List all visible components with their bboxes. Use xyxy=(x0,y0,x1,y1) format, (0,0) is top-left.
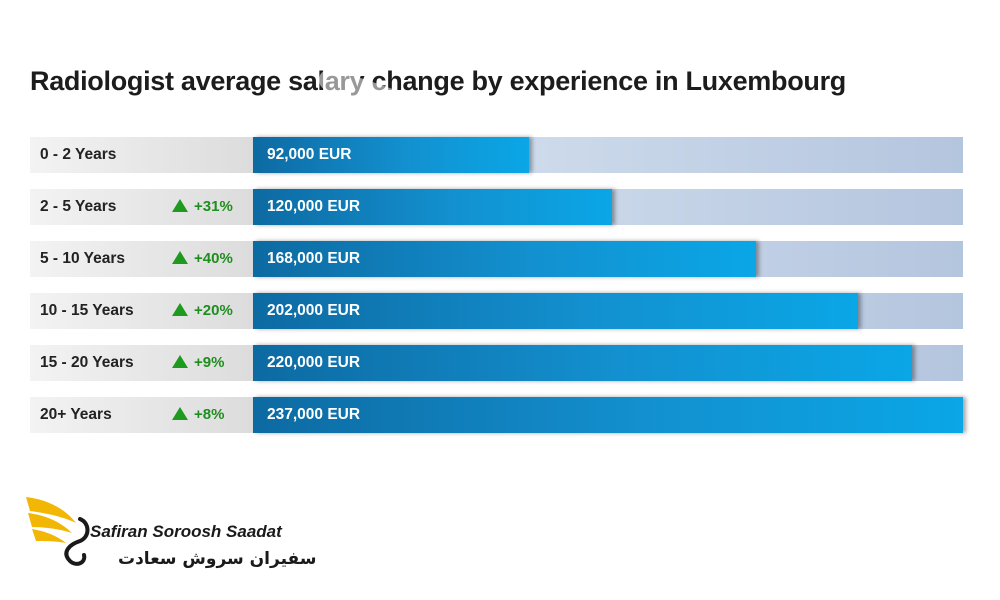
category-label: 5 - 10 Years xyxy=(40,250,126,267)
bar-track: 237,000 EUR xyxy=(253,397,963,433)
change-indicator: +31% xyxy=(172,189,233,225)
company-logo: Safiran Soroosh Saadat سفیران سروش سعادت xyxy=(24,493,324,578)
change-label: +20% xyxy=(194,302,233,319)
category-label: 20+ Years xyxy=(40,406,112,423)
bar-track: 202,000 EUR xyxy=(253,293,963,329)
value-label: 168,000 EUR xyxy=(267,250,361,267)
value-label: 120,000 EUR xyxy=(267,198,361,215)
change-label: +31% xyxy=(194,198,233,215)
bar-track: 92,000 EUR xyxy=(253,137,963,173)
category-cell: 5 - 10 Years +40% xyxy=(30,241,253,277)
value-label: 220,000 EUR xyxy=(267,354,361,371)
change-indicator: +8% xyxy=(172,397,224,433)
category-cell: 10 - 15 Years +20% xyxy=(30,293,253,329)
logo-name-fa: سفیران سروش سعادت xyxy=(118,549,317,569)
chart-title: Radiologist average salary change by exp… xyxy=(30,66,846,96)
salary-bar: 168,000 EUR xyxy=(253,241,756,277)
category-label: 0 - 2 Years xyxy=(40,146,117,163)
salary-bar: 220,000 EUR xyxy=(253,345,912,381)
bar-row: 2 - 5 Years +31% 120,000 EUR xyxy=(30,189,963,225)
up-arrow-icon xyxy=(172,303,188,316)
category-cell: 15 - 20 Years +9% xyxy=(30,345,253,381)
bar-row: 0 - 2 Years 92,000 EUR xyxy=(30,137,963,173)
category-label: 2 - 5 Years xyxy=(40,198,117,215)
value-label: 92,000 EUR xyxy=(267,146,352,163)
bar-row: 5 - 10 Years +40% 168,000 EUR xyxy=(30,241,963,277)
change-label: +9% xyxy=(194,354,225,371)
up-arrow-icon xyxy=(172,199,188,212)
bar-track: 220,000 EUR xyxy=(253,345,963,381)
bar-row: 10 - 15 Years +20% 202,000 EUR xyxy=(30,293,963,329)
category-label: 10 - 15 Years xyxy=(40,302,134,319)
change-indicator: +20% xyxy=(172,293,233,329)
bar-row: 15 - 20 Years +9% 220,000 EUR xyxy=(30,345,963,381)
bar-track: 168,000 EUR xyxy=(253,241,963,277)
category-label: 15 - 20 Years xyxy=(40,354,134,371)
change-indicator: +40% xyxy=(172,241,233,277)
category-cell: 0 - 2 Years xyxy=(30,137,253,173)
bar-chart: 0 - 2 Years 92,000 EUR 2 - 5 Years +31% 120,… xyxy=(30,137,963,437)
salary-bar: 92,000 EUR xyxy=(253,137,529,173)
up-arrow-icon xyxy=(172,251,188,264)
up-arrow-icon xyxy=(172,407,188,420)
change-indicator: +9% xyxy=(172,345,224,381)
salary-bar: 120,000 EUR xyxy=(253,189,612,225)
wing-s-logo-icon xyxy=(26,497,90,566)
up-arrow-icon xyxy=(172,355,188,368)
logo-name-en: Safiran Soroosh Saadat xyxy=(90,522,282,541)
category-cell: 20+ Years +8% xyxy=(30,397,253,433)
change-label: +40% xyxy=(194,250,233,267)
bar-track: 120,000 EUR xyxy=(253,189,963,225)
salary-bar: 202,000 EUR xyxy=(253,293,858,329)
change-label: +8% xyxy=(194,406,225,423)
value-label: 202,000 EUR xyxy=(267,302,361,319)
salary-bar: 237,000 EUR xyxy=(253,397,963,433)
bar-row: 20+ Years +8% 237,000 EUR xyxy=(30,397,963,433)
value-label: 237,000 EUR xyxy=(267,406,361,423)
category-cell: 2 - 5 Years +31% xyxy=(30,189,253,225)
